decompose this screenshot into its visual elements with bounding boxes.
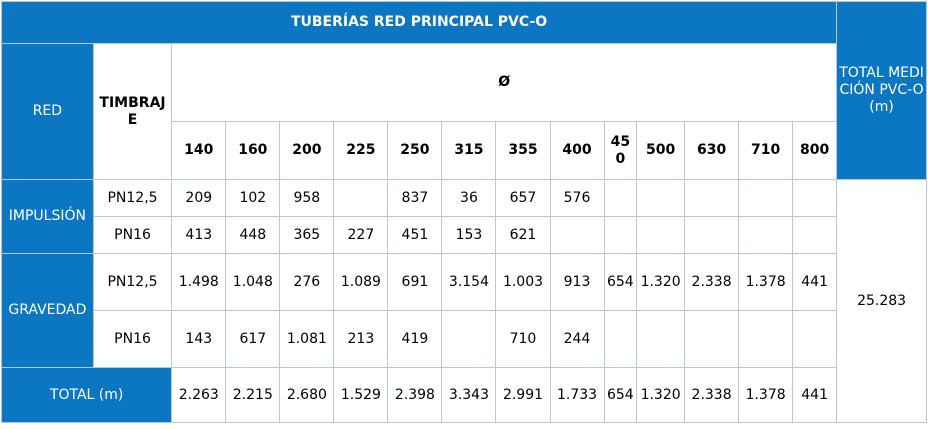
table-cell: 276 xyxy=(279,253,335,311)
table-cell: 143 xyxy=(171,310,227,368)
diameter-400: 400 xyxy=(549,121,605,180)
table-cell: 213 xyxy=(333,310,389,368)
table-cell xyxy=(792,179,838,217)
total-cell: 2.991 xyxy=(495,367,551,423)
diameter-225: 225 xyxy=(333,121,389,180)
diameter-315: 315 xyxy=(441,121,497,180)
table-cell xyxy=(792,310,838,368)
table-cell: 2.338 xyxy=(684,253,740,311)
diameter-250: 250 xyxy=(387,121,443,180)
table-cell: 576 xyxy=(549,179,605,217)
table-cell: 1.048 xyxy=(225,253,281,311)
table-cell: 710 xyxy=(495,310,551,368)
total-cell: 441 xyxy=(792,367,838,423)
table-cell: 1.378 xyxy=(738,253,794,311)
diameter-160: 160 xyxy=(225,121,281,180)
table-cell: 1.320 xyxy=(636,253,686,311)
timbraje-cell: PN12,5 xyxy=(92,253,173,311)
timbraje-header: TIMBRAJE xyxy=(92,43,173,180)
diameter-710: 710 xyxy=(738,121,794,180)
table-cell: 441 xyxy=(792,253,838,311)
total-cell: 1.320 xyxy=(636,367,686,423)
total-medicion-header: TOTAL MEDICIÓN PVC-O (m) xyxy=(836,1,927,180)
diameter-500: 500 xyxy=(636,121,686,180)
table-cell xyxy=(684,216,740,254)
table-cell: 1.498 xyxy=(171,253,227,311)
table-cell: 617 xyxy=(225,310,281,368)
total-cell: 1.733 xyxy=(549,367,605,423)
table-cell xyxy=(636,216,686,254)
table-cell: 448 xyxy=(225,216,281,254)
total-cell: 2.680 xyxy=(279,367,335,423)
table-cell: 413 xyxy=(171,216,227,254)
table-cell: 657 xyxy=(495,179,551,217)
timbraje-cell: PN16 xyxy=(92,310,173,368)
diameter-140: 140 xyxy=(171,121,227,180)
timbraje-cell: PN12,5 xyxy=(92,179,173,217)
grand-total-value: 25.283 xyxy=(836,179,927,423)
table-cell: 691 xyxy=(387,253,443,311)
table-cell: 244 xyxy=(549,310,605,368)
table-cell xyxy=(684,310,740,368)
total-cell: 2.338 xyxy=(684,367,740,423)
table-cell xyxy=(738,216,794,254)
table-cell: 102 xyxy=(225,179,281,217)
red-header: RED xyxy=(1,43,94,180)
timbraje-cell: PN16 xyxy=(92,216,173,254)
table-cell: 36 xyxy=(441,179,497,217)
table-cell xyxy=(603,179,638,217)
table-cell: 1.089 xyxy=(333,253,389,311)
table-cell xyxy=(441,310,497,368)
table-cell: 1.003 xyxy=(495,253,551,311)
table-cell: 654 xyxy=(603,253,638,311)
table-cell: 419 xyxy=(387,310,443,368)
total-cell: 654 xyxy=(603,367,638,423)
table-cell xyxy=(636,310,686,368)
total-row-label: TOTAL (m) xyxy=(0,367,173,423)
table-cell xyxy=(603,310,638,368)
table-cell xyxy=(333,179,389,217)
table-cell: 837 xyxy=(387,179,443,217)
table-cell: 227 xyxy=(333,216,389,254)
table-cell xyxy=(738,310,794,368)
total-cell: 1.378 xyxy=(738,367,794,423)
diameter-450: 450 xyxy=(603,121,638,180)
table-cell xyxy=(684,179,740,217)
table-cell: 1.081 xyxy=(279,310,335,368)
total-cell: 2.215 xyxy=(225,367,281,423)
table-cell: 3.154 xyxy=(441,253,497,311)
table-cell: 209 xyxy=(171,179,227,217)
total-cell: 2.263 xyxy=(171,367,227,423)
red-label-gravedad: GRAVEDAD xyxy=(1,253,94,368)
table-cell: 621 xyxy=(495,216,551,254)
table-cell: 958 xyxy=(279,179,335,217)
table-cell xyxy=(636,179,686,217)
diameter-header: Ø xyxy=(171,43,838,122)
diameter-630: 630 xyxy=(684,121,740,180)
total-cell: 2.398 xyxy=(387,367,443,423)
table-cell xyxy=(549,216,605,254)
total-cell: 1.529 xyxy=(333,367,389,423)
total-cell: 3.343 xyxy=(441,367,497,423)
red-label-impulsion: IMPULSIÓN xyxy=(1,179,94,254)
table-cell: 451 xyxy=(387,216,443,254)
diameter-355: 355 xyxy=(495,121,551,180)
table-cell: 365 xyxy=(279,216,335,254)
table-title: TUBERÍAS RED PRINCIPAL PVC-O xyxy=(0,1,838,44)
table-cell xyxy=(603,216,638,254)
table-cell: 913 xyxy=(549,253,605,311)
diameter-800: 800 xyxy=(792,121,838,180)
table-cell xyxy=(792,216,838,254)
diameter-200: 200 xyxy=(279,121,335,180)
table-cell xyxy=(738,179,794,217)
table-cell: 153 xyxy=(441,216,497,254)
